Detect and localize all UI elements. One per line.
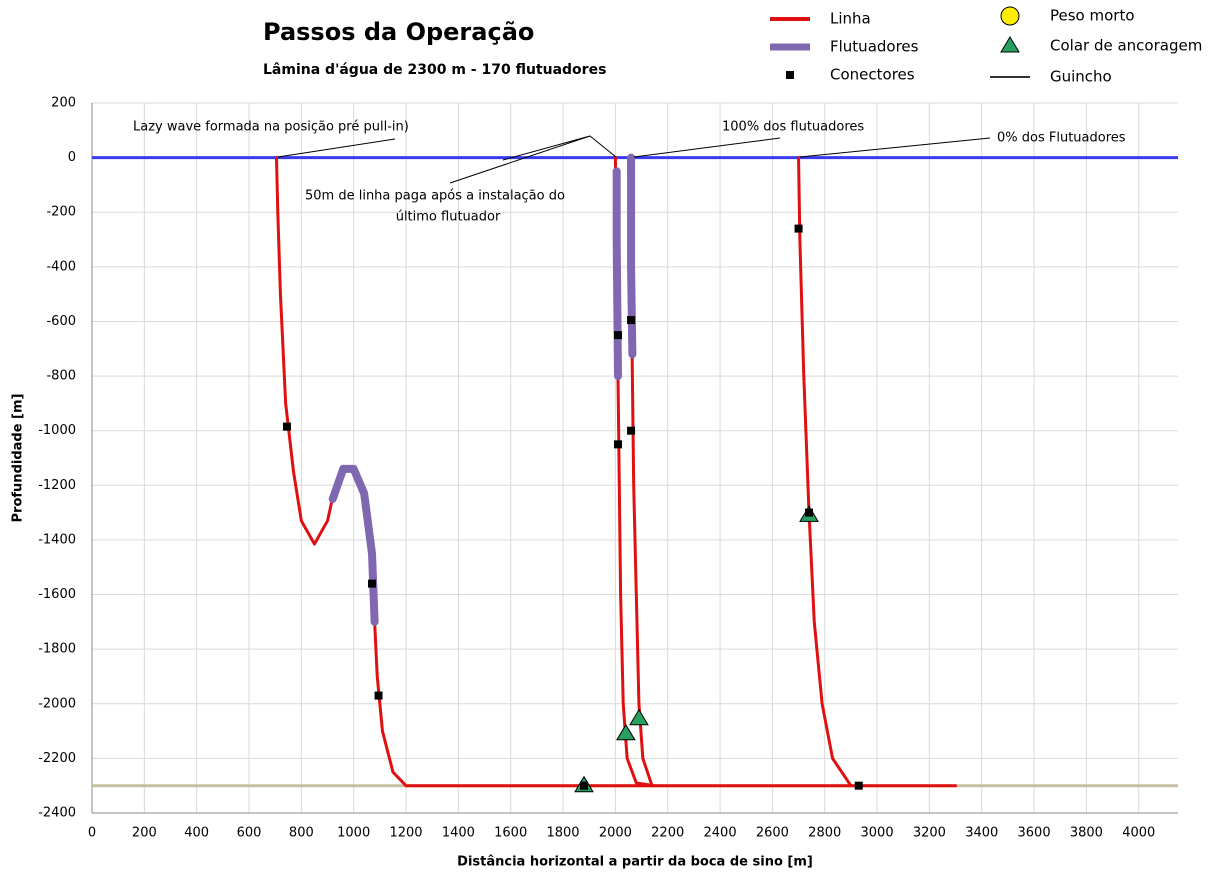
x-tick-label: 2400 <box>704 826 737 841</box>
y-tick-label: -800 <box>46 369 76 384</box>
marker <box>629 708 649 726</box>
annotation-line <box>277 138 396 158</box>
x-tick-label: 2200 <box>651 826 684 841</box>
marker <box>368 579 377 588</box>
annotation: 50m de linha paga após a instalação do <box>305 189 565 204</box>
y-axis-label: Profundidade [m] <box>11 394 26 523</box>
y-tick-label: -200 <box>46 205 76 220</box>
y-tick-label: -2400 <box>38 806 76 821</box>
legend-swatch <box>1000 36 1020 53</box>
marker <box>854 781 863 790</box>
annotation-line <box>799 137 991 158</box>
annotation-line <box>633 137 781 158</box>
annotation: Lazy wave formada na posição pré pull-in… <box>133 120 409 135</box>
marker <box>627 316 636 325</box>
annotation-line <box>449 135 591 184</box>
x-tick-label: 1000 <box>337 826 370 841</box>
legend-swatch <box>1000 6 1020 26</box>
x-tick-label: 3200 <box>913 826 946 841</box>
x-tick-label: 0 <box>88 826 96 841</box>
y-tick-label: -1000 <box>38 423 76 438</box>
marker <box>794 224 803 233</box>
annotation: 100% dos flutuadores <box>722 120 864 135</box>
x-tick-label: 3400 <box>965 826 998 841</box>
chart-subtitle: Lâmina d'água de 2300 m - 170 flutuadore… <box>263 62 606 78</box>
x-tick-label: 1400 <box>442 826 475 841</box>
legend-label: Colar de ancoragem <box>1050 37 1202 55</box>
annotation: último flutuador <box>396 210 501 225</box>
y-tick-label: -1200 <box>38 478 76 493</box>
annotation: 0% dos Flutuadores <box>997 131 1126 146</box>
marker <box>282 422 291 431</box>
y-tick-label: -1800 <box>38 642 76 657</box>
x-tick-label: 2800 <box>808 826 841 841</box>
y-tick-label: 0 <box>68 150 76 165</box>
x-tick-label: 400 <box>184 826 209 841</box>
x-tick-label: 3000 <box>861 826 894 841</box>
y-tick-label: -2000 <box>38 696 76 711</box>
marker <box>579 781 588 790</box>
legend-label: Linha <box>830 10 871 28</box>
annotation-line <box>502 135 591 161</box>
series-line <box>328 464 379 626</box>
marker <box>374 691 383 700</box>
y-tick-label: -1400 <box>38 532 76 547</box>
chart-title: Passos da Operação <box>263 18 534 46</box>
x-tick-label: 200 <box>132 826 157 841</box>
marker <box>613 331 622 340</box>
series-line <box>627 153 637 359</box>
x-tick-label: 1200 <box>389 826 422 841</box>
legend-swatch <box>786 71 794 79</box>
x-tick-label: 1600 <box>494 826 527 841</box>
x-tick-label: 2000 <box>599 826 632 841</box>
legend-label: Conectores <box>830 66 915 84</box>
annotation-line <box>589 135 617 158</box>
x-tick-label: 800 <box>289 826 314 841</box>
legend-label: Flutuadores <box>830 38 919 56</box>
marker <box>627 426 636 435</box>
series-line <box>612 167 622 381</box>
y-tick-label: 200 <box>51 96 76 111</box>
y-tick-label: -2200 <box>38 751 76 766</box>
marker <box>805 508 814 517</box>
x-tick-label: 2600 <box>756 826 789 841</box>
x-tick-label: 1800 <box>546 826 579 841</box>
x-tick-label: 3600 <box>1018 826 1051 841</box>
x-tick-label: 3800 <box>1070 826 1103 841</box>
x-tick-label: 600 <box>237 826 262 841</box>
y-tick-label: -1600 <box>38 587 76 602</box>
marker <box>613 440 622 449</box>
x-axis-label: Distância horizontal a partir da boca de… <box>457 855 813 870</box>
y-tick-label: -400 <box>46 259 76 274</box>
marker <box>615 723 636 741</box>
series-line <box>797 156 853 788</box>
legend-label: Guincho <box>1050 68 1112 86</box>
x-tick-label: 4000 <box>1122 826 1155 841</box>
legend-label: Peso morto <box>1050 7 1135 25</box>
y-tick-label: -600 <box>46 314 76 329</box>
